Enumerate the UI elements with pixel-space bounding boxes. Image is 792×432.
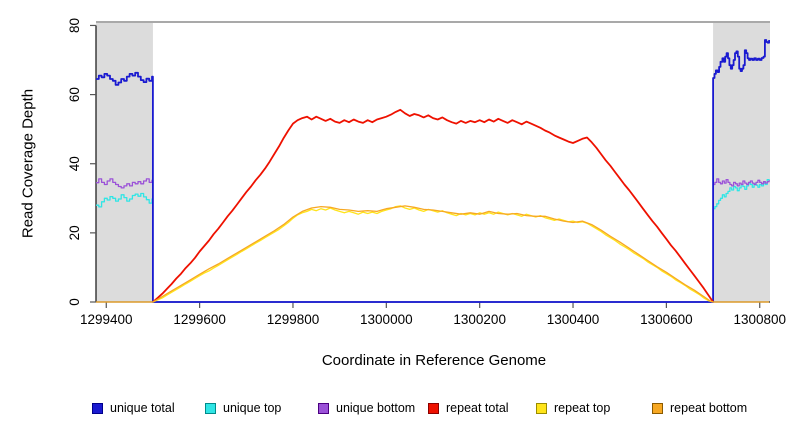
legend-label: repeat bottom bbox=[670, 401, 748, 415]
legend-item-unique-total: unique total bbox=[92, 399, 175, 417]
y-axis-title: Read Coverage Depth bbox=[19, 88, 37, 239]
legend-label: repeat total bbox=[446, 401, 509, 415]
y-tick-label: 40 bbox=[67, 156, 82, 171]
legend-swatch-repeat-bottom bbox=[652, 402, 663, 414]
legend-item-unique-top: unique top bbox=[205, 399, 281, 417]
series-repeat-total bbox=[152, 108, 714, 303]
x-axis-title: Coordinate in Reference Genome bbox=[321, 352, 547, 369]
legend-swatch-unique-top bbox=[205, 402, 216, 414]
series-repeat-bottom bbox=[96, 205, 770, 303]
x-tick-label: 1299600 bbox=[173, 312, 226, 327]
x-tick-label: 1300200 bbox=[453, 312, 506, 327]
y-tick-label: 0 bbox=[67, 298, 82, 306]
legend: unique total unique top unique bottom repea… bbox=[0, 399, 792, 419]
x-tick-label: 1299400 bbox=[80, 312, 133, 327]
series-repeat-top bbox=[152, 205, 714, 303]
legend-item-repeat-top: repeat top bbox=[536, 399, 610, 417]
legend-swatch-repeat-total bbox=[428, 402, 439, 414]
legend-item-unique-bottom: unique bottom bbox=[318, 399, 415, 417]
x-tick-label: 1299800 bbox=[267, 312, 320, 327]
y-tick-label: 80 bbox=[67, 18, 82, 33]
x-tick-label: 1300600 bbox=[640, 312, 693, 327]
legend-swatch-unique-bottom bbox=[318, 402, 329, 414]
shaded-region bbox=[713, 22, 770, 302]
legend-label: unique bottom bbox=[336, 401, 416, 415]
shaded-region bbox=[96, 22, 153, 302]
legend-label: repeat top bbox=[554, 401, 611, 415]
x-tick-label: 1300800 bbox=[733, 312, 786, 327]
series-unique-bottom bbox=[96, 178, 770, 303]
series-unique-total bbox=[96, 39, 770, 303]
x-tick-label: 1300400 bbox=[547, 312, 600, 327]
y-tick-label: 60 bbox=[67, 87, 82, 102]
series-unique-top bbox=[96, 178, 770, 303]
x-tick-label: 1300000 bbox=[360, 312, 413, 327]
legend-item-repeat-bottom: repeat bottom bbox=[652, 399, 747, 417]
legend-swatch-unique-total bbox=[92, 402, 103, 414]
legend-label: unique total bbox=[110, 401, 175, 415]
legend-item-repeat-total: repeat total bbox=[428, 399, 509, 417]
y-tick-label: 20 bbox=[67, 225, 82, 240]
legend-label: unique top bbox=[223, 401, 282, 415]
legend-swatch-repeat-top bbox=[536, 402, 547, 414]
